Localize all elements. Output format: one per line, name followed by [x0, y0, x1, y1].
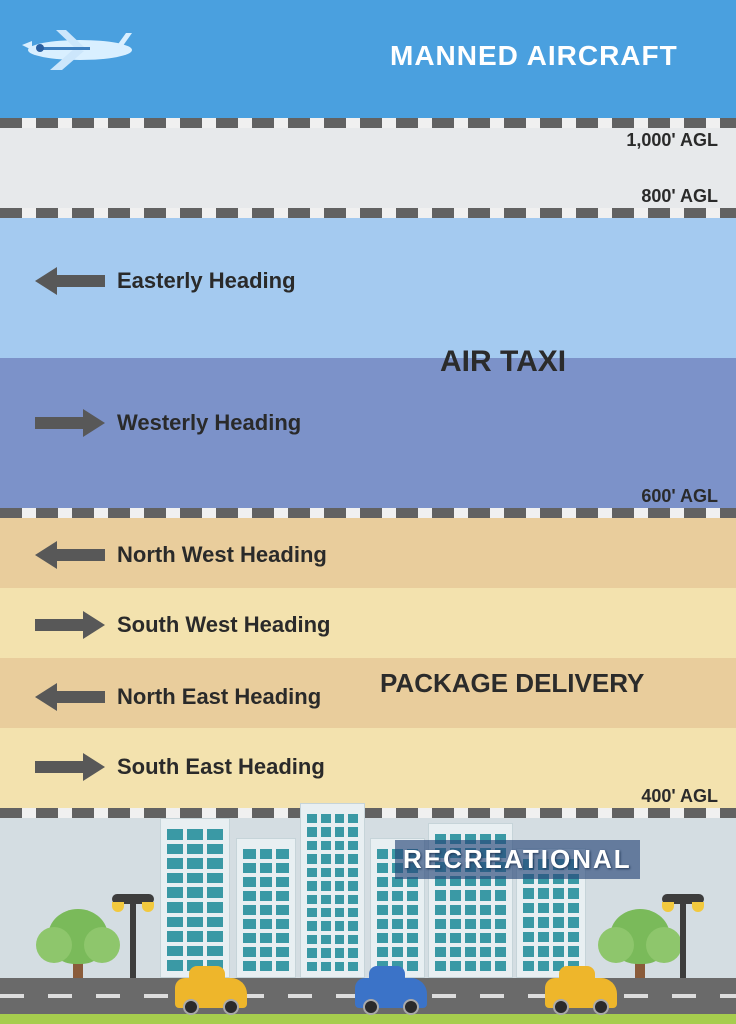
zone-title-package: PACKAGE DELIVERY: [380, 668, 644, 699]
car-icon: [175, 978, 247, 1008]
altitude-line: [0, 208, 736, 218]
arrow-right-icon: [35, 614, 105, 636]
heading-label: North West Heading: [117, 542, 327, 568]
altitude-line: [0, 508, 736, 518]
heading-label: South West Heading: [117, 612, 331, 638]
building: [160, 818, 230, 978]
heading-label: Westerly Heading: [117, 410, 301, 436]
tree-icon: [48, 909, 108, 982]
heading-row: North West Heading: [35, 542, 327, 568]
agl-label: 600' AGL: [641, 486, 718, 507]
heading-row: North East Heading: [35, 684, 321, 710]
tree-icon: [610, 909, 670, 982]
heading-label: South East Heading: [117, 754, 325, 780]
heading-row: Easterly Heading: [35, 268, 296, 294]
airspace-diagram: MANNED AIRCRAFT AIR TAXI PACKAGE DELIVER…: [0, 0, 736, 1024]
car-icon: [545, 978, 617, 1008]
heading-label: Easterly Heading: [117, 268, 296, 294]
heading-row: South West Heading: [35, 612, 331, 638]
heading-row: South East Heading: [35, 754, 325, 780]
arrow-right-icon: [35, 412, 105, 434]
zone-title-manned: MANNED AIRCRAFT: [390, 40, 678, 72]
arrow-left-icon: [35, 686, 105, 708]
zone-title-recreational: RECREATIONAL: [395, 840, 640, 879]
altitude-line: [0, 118, 736, 128]
building: [236, 838, 296, 978]
arrow-right-icon: [35, 756, 105, 778]
agl-label: 800' AGL: [641, 186, 718, 207]
zone-title-airtaxi: AIR TAXI: [440, 345, 566, 379]
grass: [0, 1014, 736, 1024]
agl-label: 1,000' AGL: [626, 130, 718, 151]
building: [300, 803, 365, 978]
heading-label: North East Heading: [117, 684, 321, 710]
airplane-icon: [20, 15, 140, 80]
streetlamp-icon: [130, 898, 136, 978]
heading-row: Westerly Heading: [35, 410, 301, 436]
arrow-left-icon: [35, 544, 105, 566]
arrow-left-icon: [35, 270, 105, 292]
agl-label: 400' AGL: [641, 786, 718, 807]
car-icon: [355, 978, 427, 1008]
streetlamp-icon: [680, 898, 686, 978]
